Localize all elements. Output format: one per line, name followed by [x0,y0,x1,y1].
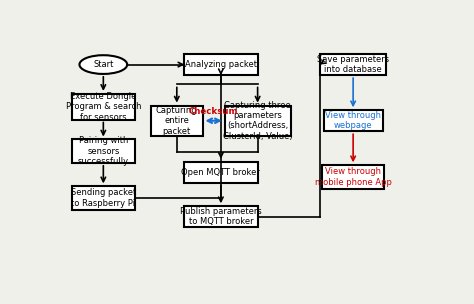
Text: Save parameters
into database: Save parameters into database [317,55,389,74]
Bar [322,165,384,188]
Text: Publish parameters
to MQTT broker: Publish parameters to MQTT broker [180,207,262,226]
Text: Execute Dongle
Program & search
for sensors: Execute Dongle Program & search for sens… [65,92,141,122]
Bar [72,186,135,210]
Bar [184,54,258,75]
Text: Sending packet
to Raspberry Pi: Sending packet to Raspberry Pi [71,188,136,208]
Text: Start: Start [93,60,113,69]
Text: Capturing three
parameters
(shortAddress,
ClusterId, Value): Capturing three parameters (shortAddress… [223,101,292,141]
Text: Analyzing packet: Analyzing packet [185,60,257,69]
Bar [225,105,291,136]
Bar [72,94,135,119]
Text: Checksum: Checksum [189,107,238,116]
Bar [320,54,386,75]
Text: Pairing with
sensors
successfully: Pairing with sensors successfully [78,136,129,166]
Ellipse shape [80,55,127,74]
Bar [184,206,258,227]
Bar [151,105,202,136]
Text: View through
webpage: View through webpage [325,111,381,130]
Text: View through
mobile phone App: View through mobile phone App [315,167,392,187]
Text: Open MQTT broker: Open MQTT broker [182,168,260,177]
Bar [72,140,135,163]
Bar [324,110,383,131]
Text: Capturing
entire
packet: Capturing entire packet [156,106,198,136]
Bar [184,162,258,183]
